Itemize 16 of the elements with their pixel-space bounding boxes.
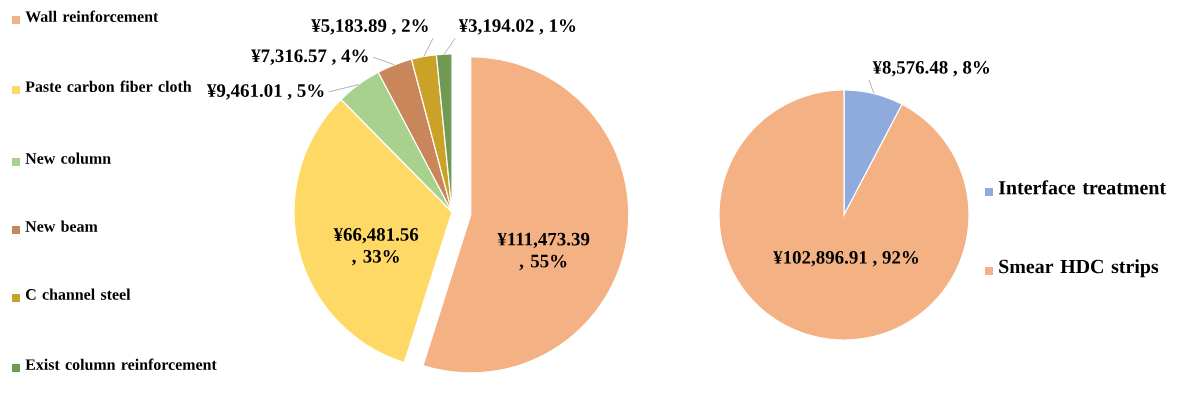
legend-label: Smear HDC strips: [999, 259, 1159, 278]
legend-label: Exist column reinforcement: [25, 358, 217, 371]
legend-label: C channel steel: [25, 288, 131, 300]
legend-label: Paste carbon fiber cloth: [25, 80, 192, 92]
data-label: ¥9,461.01 , 5%: [206, 84, 324, 100]
legend-label: New column: [25, 152, 111, 164]
data-label: ¥3,194.02 , 1%: [458, 19, 576, 35]
data-label: ¥102,896.91 , 92%: [773, 251, 919, 267]
legend-label: Interface treatment: [998, 180, 1166, 195]
data-label: ¥8,576.48 , 8%: [872, 60, 990, 77]
data-label: ¥111,473.39 , 55%: [497, 232, 590, 271]
data-label: ¥66,481.56 , 33%: [333, 228, 419, 266]
data-label: ¥5,183.89 , 2%: [311, 19, 428, 35]
legend-label: Wall reinforcement: [25, 10, 159, 23]
data-label: ¥7,316.57 , 4%: [251, 49, 368, 65]
legend-label: New beam: [25, 220, 98, 232]
